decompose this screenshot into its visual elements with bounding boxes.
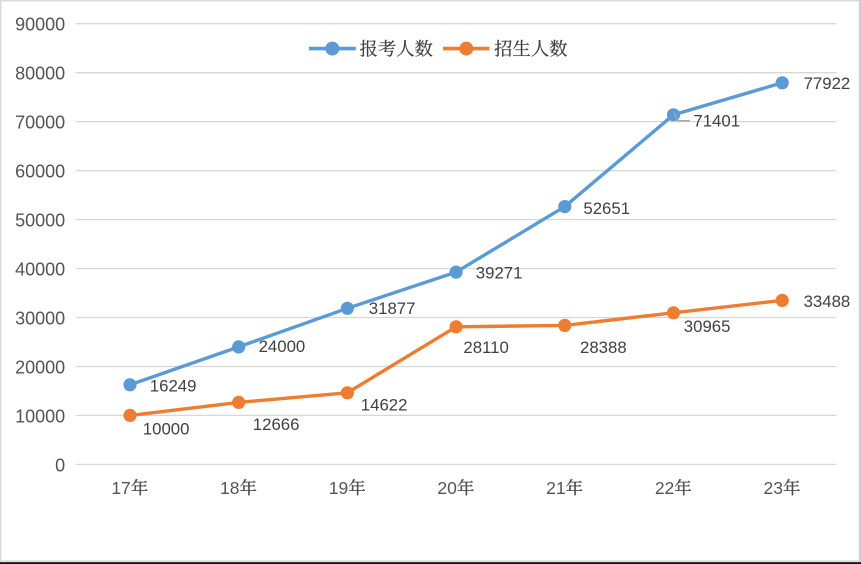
svg-text:23: 23 xyxy=(764,478,783,498)
svg-text:19: 19 xyxy=(329,478,348,498)
svg-text:20: 20 xyxy=(437,478,457,498)
svg-text:30965: 30965 xyxy=(684,317,731,336)
svg-text:22: 22 xyxy=(655,478,674,498)
svg-text:33488: 33488 xyxy=(804,292,851,311)
svg-text:60000: 60000 xyxy=(15,162,65,182)
svg-text:40000: 40000 xyxy=(15,259,65,279)
svg-text:71401: 71401 xyxy=(693,112,740,131)
svg-text:28110: 28110 xyxy=(463,338,508,357)
svg-text:16249: 16249 xyxy=(150,377,197,396)
svg-text:0: 0 xyxy=(55,455,65,475)
svg-text:24000: 24000 xyxy=(259,337,306,356)
svg-text:12666: 12666 xyxy=(253,415,300,434)
svg-text:90000: 90000 xyxy=(15,15,65,35)
svg-text:52651: 52651 xyxy=(583,199,630,218)
svg-text:80000: 80000 xyxy=(15,64,65,84)
svg-text:10000: 10000 xyxy=(143,420,190,439)
svg-text:20000: 20000 xyxy=(15,357,65,377)
svg-text:50000: 50000 xyxy=(15,211,65,231)
svg-text:28388: 28388 xyxy=(580,338,627,357)
svg-text:30000: 30000 xyxy=(15,308,65,328)
svg-text:14622: 14622 xyxy=(361,396,408,415)
svg-text:21: 21 xyxy=(546,478,565,498)
svg-text:18: 18 xyxy=(220,478,239,498)
svg-text:77922: 77922 xyxy=(804,74,851,93)
svg-text:10000: 10000 xyxy=(15,406,65,426)
svg-text:70000: 70000 xyxy=(15,113,65,133)
svg-text:17: 17 xyxy=(111,478,130,498)
svg-text:39271: 39271 xyxy=(476,263,523,282)
svg-text:31877: 31877 xyxy=(369,299,416,318)
